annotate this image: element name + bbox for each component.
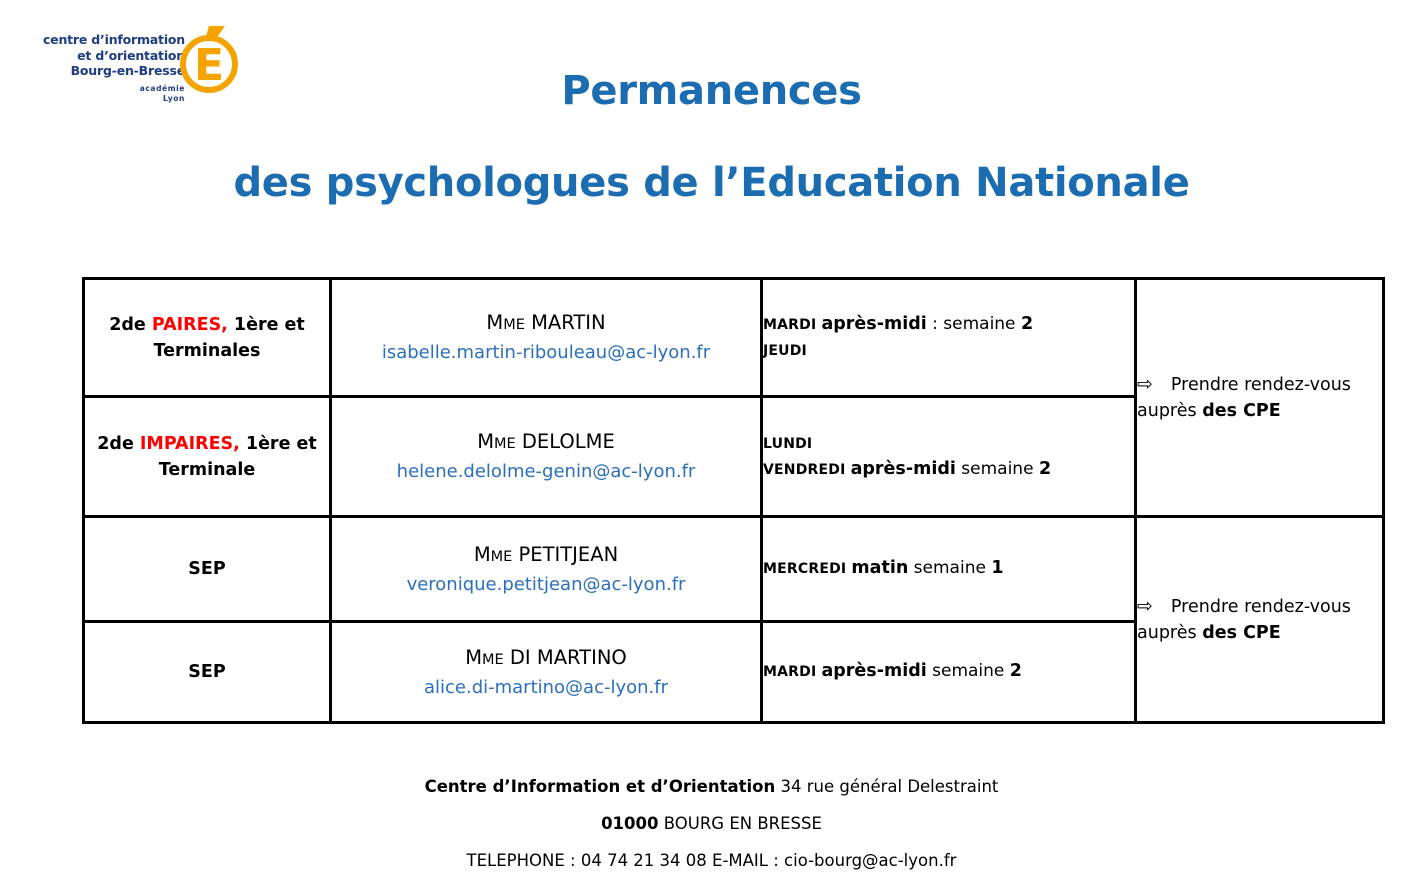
right-arrow-icon: ⇨: [1137, 373, 1153, 395]
logo-line-2: et d’orientation: [77, 47, 185, 63]
slot-week-number: 1: [991, 558, 1004, 578]
person-title-smallcaps: ME: [503, 317, 525, 333]
slot-week-number: 2: [1009, 661, 1022, 681]
person-title-initial: M: [465, 645, 483, 669]
level-prefix: 2de: [97, 433, 140, 454]
level-suffix: SEP: [188, 662, 226, 682]
person-email[interactable]: veronique.petitjean@ac-lyon.fr: [406, 573, 686, 595]
slot-week-number: 2: [1020, 313, 1034, 334]
slot-line: JEUDI: [763, 338, 1134, 364]
slot-line: MARDI après-midi : semaine 2: [763, 312, 1134, 338]
table-row: SEP MME DI MARTINO alice.di-martino@ac-l…: [82, 620, 1384, 724]
page-title-line-1: Permanences: [561, 68, 862, 114]
note-text: Prendre rendez-vous auprès: [1137, 597, 1351, 643]
cell-person: MME MARTIN isabelle.martin-ribouleau@ac-…: [329, 277, 763, 398]
cell-slots: MARDI après-midi semaine 2: [760, 620, 1137, 724]
footer-org-name: Centre d’Information et d’Orientation: [424, 777, 776, 796]
level-highlight: PAIRES,: [151, 314, 228, 335]
person-title-initial: M: [486, 311, 504, 334]
cell-note: ⇨ Prendre rendez-vous auprès des CPE: [1134, 277, 1385, 518]
permanences-table: 2de PAIRES, 1ère et Terminales MME MARTI…: [82, 277, 1385, 724]
logo-line-3: Bourg-en-Bresse: [70, 63, 186, 78]
person-surname: DELOLME: [515, 430, 615, 453]
note-text: Prendre rendez-vous auprès: [1137, 375, 1351, 421]
footer-contact-line: TELEPHONE : 04 74 21 34 08 E-MAIL : cio-…: [466, 851, 957, 870]
level-suffix: 1ère et Terminale: [158, 433, 317, 480]
person-title-initial: M: [477, 430, 495, 453]
person-surname: MARTIN: [524, 311, 606, 334]
footer: Centre d’Information et d’Orientation 34…: [0, 768, 1423, 879]
cell-note: ⇨ Prendre rendez-vous auprès des CPE: [1134, 515, 1385, 724]
person-title-smallcaps: ME: [494, 436, 516, 452]
cell-person: MME DI MARTINO alice.di-martino@ac-lyon.…: [329, 620, 763, 724]
person-email[interactable]: helene.delolme-genin@ac-lyon.fr: [396, 461, 696, 482]
footer-city: BOURG EN BRESSE: [658, 814, 822, 833]
person-surname: PETITJEAN: [512, 542, 619, 566]
slot-time-of-day: après-midi: [850, 458, 956, 479]
person-name: MME PETITJEAN: [332, 541, 760, 571]
person-email[interactable]: alice.di-martino@ac-lyon.fr: [423, 676, 669, 698]
cell-person: MME PETITJEAN veronique.petitjean@ac-lyo…: [329, 515, 763, 623]
slot-day: LUNDI: [763, 435, 813, 452]
slot-line: VENDREDI après-midi semaine 2: [763, 457, 1134, 483]
slot-week-number: 2: [1038, 458, 1052, 479]
note-text-bold: des CPE: [1202, 401, 1281, 421]
table-row: SEP MME PETITJEAN veronique.petitjean@ac…: [82, 515, 1385, 724]
slot-day: MARDI: [763, 316, 822, 333]
cell-slots: MERCREDI matin semaine 1: [760, 515, 1137, 623]
table-row: 2de PAIRES, 1ère et Terminales MME MARTI…: [82, 277, 1385, 518]
person-name: MME MARTIN: [332, 309, 760, 339]
person-title-smallcaps: ME: [482, 651, 504, 668]
cell-slots: LUNDI VENDREDI après-midi semaine 2: [760, 395, 1137, 518]
cio-logo: centre d’information et d’orientation Bo…: [33, 18, 243, 123]
logo-line-1: centre d’information: [42, 32, 185, 47]
right-arrow-icon: ⇨: [1137, 595, 1153, 617]
slot-week-label: semaine: [955, 458, 1039, 479]
cell-level: 2de IMPAIRES, 1ère et Terminale: [82, 395, 332, 518]
person-email[interactable]: isabelle.martin-ribouleau@ac-lyon.fr: [381, 342, 711, 363]
page-title-line-2: des psychologues de l’Education National…: [233, 160, 1190, 206]
logo-text-block: centre d’information et d’orientation Bo…: [33, 32, 185, 79]
slot-week-label: semaine: [908, 558, 992, 578]
person-name: MME DELOLME: [332, 428, 760, 458]
table-row: 2de IMPAIRES, 1ère et Terminale MME DELO…: [82, 395, 1384, 518]
footer-postcode: 01000: [601, 814, 659, 833]
person-name: MME DI MARTINO: [332, 644, 760, 674]
cell-level: SEP: [82, 620, 332, 724]
level-suffix: SEP: [188, 559, 226, 579]
footer-street: 34 rue général Delestraint: [775, 777, 999, 796]
logo-academy-city: Lyon: [162, 94, 185, 103]
cell-person: MME DELOLME helene.delolme-genin@ac-lyon…: [329, 395, 763, 518]
svg-text:E: E: [194, 40, 224, 91]
slot-week-label: semaine: [926, 661, 1010, 681]
level-suffix: 1ère et Terminales: [153, 314, 305, 361]
cell-level: SEP: [82, 515, 332, 623]
logo-academy-label: académie: [139, 84, 185, 93]
level-prefix: 2de: [109, 314, 152, 335]
level-highlight: IMPAIRES,: [139, 433, 240, 454]
cell-slots: MARDI après-midi : semaine 2 JEUDI: [760, 277, 1137, 398]
slot-time-of-day: après-midi: [821, 313, 927, 334]
slot-day: JEUDI: [763, 342, 807, 359]
logo-academy-block: académie Lyon: [33, 84, 185, 104]
slot-day: MERCREDI: [763, 561, 852, 577]
person-title-initial: M: [473, 542, 491, 566]
cell-level: 2de PAIRES, 1ère et Terminales: [82, 277, 332, 398]
note-text-bold: des CPE: [1202, 623, 1281, 643]
slot-day: MARDI: [763, 664, 822, 680]
slot-week-label: : semaine: [926, 313, 1021, 334]
slot-time-of-day: après-midi: [821, 661, 927, 681]
logo-e-accent-icon: E: [180, 26, 238, 93]
person-title-smallcaps: ME: [490, 548, 513, 565]
footer-address-line: Centre d’Information et d’Orientation 34…: [0, 768, 1423, 805]
slot-day: VENDREDI: [763, 461, 851, 478]
person-surname: DI MARTINO: [503, 645, 627, 669]
slot-line: MARDI après-midi semaine 2: [763, 659, 1134, 685]
footer-city-line: 01000 BOURG EN BRESSE: [0, 805, 1423, 842]
slot-line: LUNDI: [763, 431, 1134, 457]
slot-line: MERCREDI matin semaine 1: [763, 556, 1134, 582]
slot-time-of-day: matin: [851, 558, 909, 578]
